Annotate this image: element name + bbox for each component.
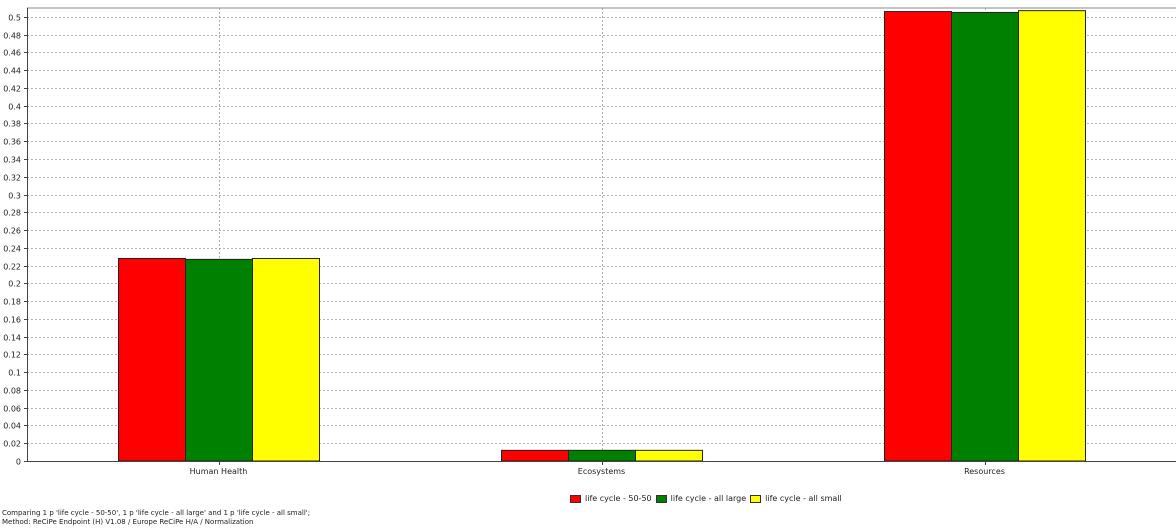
legend: life cycle - 50-50 life cycle - all larg… [570, 494, 846, 503]
y-tick-label: 0 [16, 458, 21, 467]
x-category-label: Ecosystems [578, 467, 625, 476]
y-tick-label: 0.32 [3, 174, 21, 183]
y-tick-label: 0.04 [3, 422, 21, 431]
y-axis-ticks: 0 0.02 0.04 0.06 0.08 0.1 0.12 0.14 0.16 0.18 0.2 0… [3, 14, 27, 467]
y-tick-label: 0.38 [3, 120, 21, 129]
bar-resources-series-1 [884, 11, 952, 462]
y-tick-label: 0.28 [3, 209, 21, 218]
legend-item-all-small: life cycle - all small [750, 494, 842, 503]
footer-line-method: Method: ReCiPe Endpoint (H) V1.08 / Euro… [2, 518, 254, 526]
legend-label: life cycle - 50-50 [585, 494, 652, 503]
y-tick-label: 0.1 [8, 369, 21, 378]
y-tick-label: 0.26 [3, 227, 21, 236]
bar-human-health-series-1 [118, 257, 186, 462]
y-tick-label: 0.12 [3, 351, 21, 360]
y-tick-label: 0.14 [3, 334, 21, 343]
bar-human-health-series-3 [252, 257, 320, 462]
y-tick-label: 0.24 [3, 245, 21, 254]
y-tick-label: 0.3 [8, 192, 21, 201]
y-tick-label: 0.22 [3, 263, 21, 272]
x-category-label: Human Health [190, 467, 248, 476]
bar-human-health-series-2 [185, 258, 253, 462]
y-tick-label: 0.2 [8, 280, 21, 289]
y-tick-label: 0.36 [3, 138, 21, 147]
x-category-label: Resources [964, 467, 1005, 476]
y-tick-label: 0.18 [3, 298, 21, 307]
y-tick-label: 0.34 [3, 156, 21, 165]
y-tick-label: 0.44 [3, 67, 21, 76]
bar-ecosystems-series-1 [501, 449, 569, 462]
footer-line-comparison: Comparing 1 p 'life cycle - 50-50', 1 p … [2, 509, 311, 517]
legend-label: life cycle - all large [670, 494, 747, 503]
bar-resources-series-3 [1018, 10, 1086, 462]
legend-label: life cycle - all small [765, 494, 842, 503]
y-tick-label: 0.5 [8, 14, 21, 23]
bar-ecosystems-series-2 [568, 449, 636, 462]
x-axis-categories: Human Health Ecosystems Resources [190, 461, 1005, 476]
y-tick-label: 0.42 [3, 85, 21, 94]
legend-item-50-50: life cycle - 50-50 [570, 494, 652, 503]
y-tick-label: 0.08 [3, 387, 21, 396]
bar-ecosystems-series-3 [635, 449, 703, 462]
y-tick-label: 0.48 [3, 32, 21, 41]
y-tick-label: 0.4 [8, 103, 21, 112]
y-tick-label: 0.02 [3, 440, 21, 449]
bar-chart: 0 0.02 0.04 0.06 0.08 0.1 0.12 0.14 0.16 0.18 0.2 0… [3, 7, 1176, 476]
bars [118, 10, 1086, 462]
legend-swatch-yellow [750, 494, 762, 503]
legend-item-all-large: life cycle - all large [655, 494, 747, 503]
bar-resources-series-2 [951, 11, 1019, 462]
legend-swatch-red [570, 494, 581, 503]
y-tick-label: 0.16 [3, 316, 21, 325]
legend-swatch-green [655, 494, 667, 503]
y-tick-label: 0.46 [3, 49, 21, 58]
y-tick-label: 0.06 [3, 405, 21, 414]
chart-footer: Comparing 1 p 'life cycle - 50-50', 1 p … [2, 509, 310, 527]
